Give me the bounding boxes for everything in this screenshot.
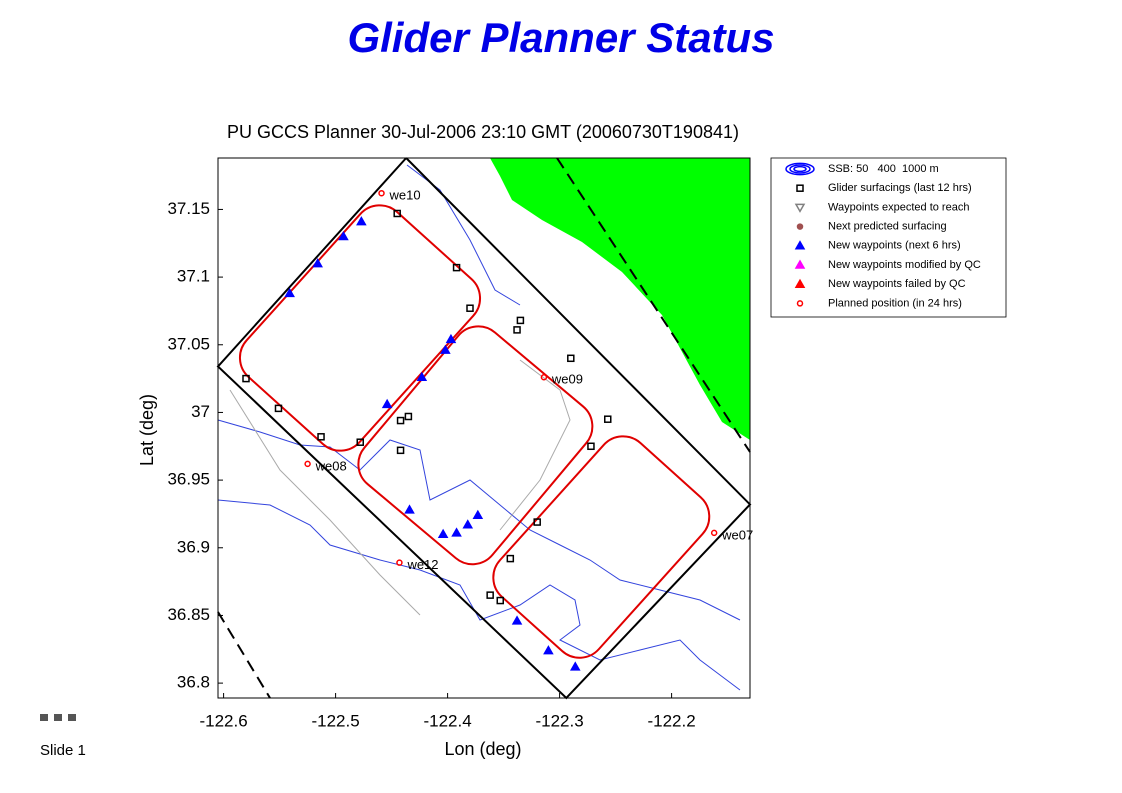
planned-position (796, 300, 804, 307)
waypoint (451, 527, 462, 537)
legend-label: Waypoints expected to reach (828, 201, 969, 213)
legend-label: SSB: 50 400 1000 m (828, 163, 939, 175)
chart-title: PU GCCS Planner 30-Jul-2006 23:10 GMT (2… (227, 122, 739, 142)
dashed-line (556, 157, 751, 453)
waypoint (312, 258, 323, 268)
glider-surfacing (404, 412, 413, 421)
isobath (217, 499, 741, 691)
glider-surfacing (496, 596, 504, 605)
waypoint (416, 371, 428, 381)
planned-position (396, 559, 403, 566)
glider-surfacing (317, 433, 325, 441)
x-tick-label: -122.3 (535, 711, 583, 730)
waypoint (511, 615, 523, 625)
waypoint (445, 333, 457, 344)
waypoint (794, 259, 806, 269)
glider-surfacing (516, 316, 525, 325)
glider-surfacing (466, 304, 474, 312)
glider-surfacing (274, 404, 283, 413)
track (229, 389, 421, 616)
domain-boundary (216, 157, 752, 700)
planned-position (540, 373, 548, 381)
x-axis-label: Lon (deg) (444, 739, 521, 759)
waypoint (284, 287, 295, 298)
glider-surfacing (242, 374, 250, 383)
y-tick-label: 36.95 (167, 470, 210, 489)
waypoint (440, 344, 451, 354)
ssb-ring (785, 162, 815, 176)
land (490, 158, 750, 440)
legend-label: New waypoints modified by QC (828, 259, 981, 271)
plot-frame (217, 157, 751, 699)
waypoint (794, 278, 806, 288)
decoration (40, 714, 76, 721)
y-tick-label: 37.1 (177, 267, 210, 286)
planned-loop (492, 435, 711, 659)
legend (770, 157, 1007, 318)
slide-title: Glider Planner Status (347, 14, 775, 61)
glider-surfacing (587, 442, 595, 451)
waypoint (794, 203, 806, 213)
y-tick-label: 37.05 (167, 334, 210, 353)
legend-label: New waypoints failed by QC (828, 278, 966, 290)
glider-surfacing (506, 554, 515, 563)
glider-surfacing (393, 209, 401, 218)
y-axis-label: Lat (deg) (137, 394, 157, 466)
glider-surfacing (796, 184, 804, 192)
planned-loop (238, 204, 482, 452)
position-label: we09 (551, 372, 583, 387)
position-label: we12 (406, 557, 438, 572)
waypoint (437, 528, 449, 538)
planned-loop (357, 325, 594, 566)
waypoint (472, 509, 484, 520)
ssb-icon (785, 162, 815, 176)
surfacing (796, 223, 804, 230)
y-tick-label: 37 (191, 402, 210, 421)
dashed-line (217, 611, 271, 699)
footer: Slide 1 (40, 742, 86, 759)
waypoint (794, 240, 806, 250)
waypoint (356, 216, 367, 226)
ssb-ring (793, 165, 807, 173)
legend-label: Planned position (in 24 hrs) (828, 297, 962, 309)
waypoint (569, 661, 581, 671)
legend-label: Glider surfacings (last 12 hrs) (828, 182, 972, 194)
position-label: we07 (721, 527, 753, 542)
ssb-ring (789, 164, 811, 174)
y-tick-label: 36.85 (167, 605, 210, 624)
x-tick-label: -122.2 (647, 711, 695, 730)
waypoint (381, 398, 393, 409)
waypoint (543, 645, 554, 655)
glider-surfacing (396, 446, 405, 455)
x-tick-label: -122.6 (199, 711, 247, 730)
position-label: we08 (315, 458, 347, 473)
waypoint (462, 519, 474, 529)
y-tick-label: 36.9 (177, 537, 210, 556)
glider-surfacing (452, 263, 461, 272)
planned-position (378, 189, 385, 197)
glider-surfacing (567, 354, 575, 363)
y-tick-label: 36.8 (177, 673, 210, 692)
isobath (217, 419, 741, 621)
plot-area (217, 157, 751, 699)
position-label: we10 (389, 188, 421, 203)
glider-surfacing (604, 415, 612, 423)
legend-label: Next predicted surfacing (828, 221, 947, 233)
glider-surfacing (533, 518, 541, 526)
planned-position (710, 529, 718, 537)
x-tick-label: -122.4 (423, 711, 471, 730)
glider-surfacing (356, 438, 364, 446)
track (499, 359, 571, 531)
waypoint (404, 504, 415, 514)
x-tick-label: -122.5 (311, 711, 359, 730)
legend-label: New waypoints (next 6 hrs) (828, 240, 961, 252)
glider-surfacing (396, 416, 405, 425)
planned-position (304, 460, 311, 468)
y-tick-label: 37.15 (167, 199, 210, 218)
glider-surfacing (513, 326, 521, 334)
waypoint (338, 230, 349, 241)
glider-surfacing (486, 591, 494, 599)
